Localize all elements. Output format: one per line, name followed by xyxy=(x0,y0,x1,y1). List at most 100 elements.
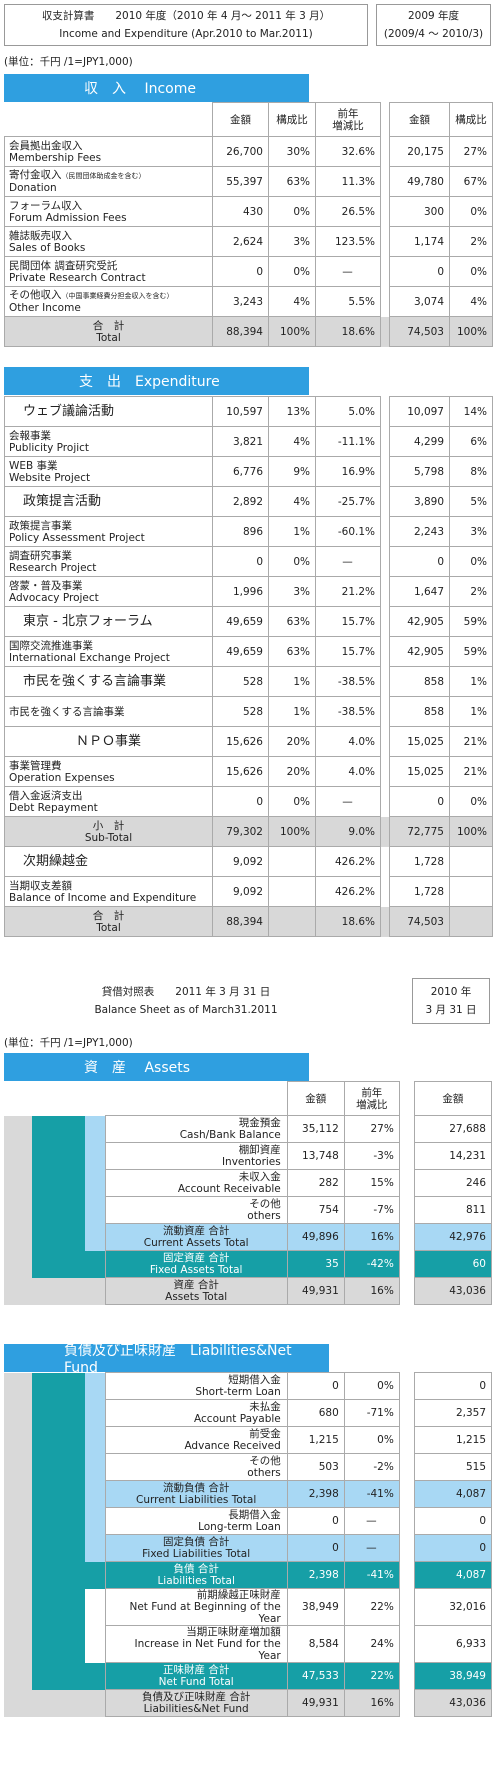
bs-row: 未払金 Account Payable 680 -71% 2,357 xyxy=(4,1399,493,1427)
expenditure-row: 市民を強くする言論事業 528 1% -38.5% 858 1% xyxy=(4,666,493,697)
amount-cell: 2,624 xyxy=(212,226,269,257)
expenditure-row: 事業管理費 Operation Expenses 15,626 20% 4.0% 15,0… xyxy=(4,756,493,787)
prev-ratio-cell: 14% xyxy=(449,396,493,427)
expenditure-total-row: 合 計 Total 88,394 18.6% 74,503 xyxy=(4,906,493,937)
row-label: 調査研究事業 Research Project xyxy=(4,546,213,577)
prev-ratio-cell xyxy=(449,846,493,877)
change-cell: -25.7% xyxy=(315,486,381,517)
bs-row-label-ja: 資産 合計 xyxy=(173,1279,219,1291)
change-cell: 11.3% xyxy=(315,166,381,197)
amount-cell: 55,397 xyxy=(212,166,269,197)
row-label: ウェブ議論活動 xyxy=(4,396,213,427)
bs-amount-cell: 503 xyxy=(286,1453,345,1481)
row-label-en: International Exchange Project xyxy=(9,651,170,664)
col-change-ja: 前年 xyxy=(361,1086,383,1099)
row-label: 市民を強くする言論事業 xyxy=(4,696,213,727)
bs-row: 当期正味財産増加額 Increase in Net Fund for the Ye… xyxy=(4,1625,493,1663)
prev-amount-cell: 10,097 xyxy=(389,396,450,427)
ratio-cell: 4% xyxy=(268,426,316,457)
assets-band: 資 産 Assets xyxy=(4,1053,309,1081)
bs-title-ja: 貸借対照表 2011 年 3 月 31 日 xyxy=(101,986,271,998)
bs-row-label-en: Current Liabilities Total xyxy=(136,1494,257,1506)
prev-amount-cell: 2,243 xyxy=(389,516,450,547)
col-prev-ratio: 構成比 xyxy=(449,102,493,137)
bs-row-label-ja: 長期借入金 xyxy=(228,1509,281,1521)
bs-row-label-en: Account Payable xyxy=(194,1413,281,1425)
change-cell: — xyxy=(315,786,381,817)
bs-amount-cell: 680 xyxy=(286,1399,345,1427)
bs-row-label-en: Short-term Loan xyxy=(195,1386,281,1398)
bs-row-label-ja: 短期借入金 xyxy=(228,1374,281,1386)
bs-prev-cell: 42,976 xyxy=(413,1223,493,1251)
row-label-ja: その他収入 xyxy=(9,289,62,301)
bs-amount-cell: 35 xyxy=(286,1250,345,1278)
prev-ratio-cell: 2% xyxy=(449,576,493,607)
row-label: 東京 - 北京フォーラム xyxy=(4,606,213,637)
bs-row-label-ja: 未収入金 xyxy=(238,1171,281,1183)
bs-change-cell: — xyxy=(343,1534,400,1562)
bs-row: 短期借入金 Short-term Loan 0 0% 0 xyxy=(4,1372,493,1400)
balance-sheet-title: 貸借対照表 2011 年 3 月 31 日 Balance Sheet as o… xyxy=(4,980,368,1022)
prev-amount-cell: 72,775 xyxy=(389,816,450,847)
bs-row: 現金預金 Cash/Bank Balance 35,112 27% 27,688 xyxy=(4,1115,493,1143)
row-label-note: （中国事業経費分担金収入を含む） xyxy=(61,292,174,300)
bs-change-cell: 24% xyxy=(343,1625,400,1663)
row-label-en: Private Research Contract xyxy=(9,271,146,284)
amount-cell: 9,092 xyxy=(212,876,269,907)
bs-prev-cell: 0 xyxy=(413,1372,493,1400)
row-label-en: Policy Assessment Project xyxy=(9,531,145,544)
amount-cell: 9,092 xyxy=(212,846,269,877)
ratio-cell: 1% xyxy=(268,516,316,547)
change-cell: 4.0% xyxy=(315,726,381,757)
prev-amount-cell: 15,025 xyxy=(389,756,450,787)
bs-row: 負債及び正味財産 合計 Liabilities&Net Fund 49,931 16%… xyxy=(4,1689,493,1717)
row-label: その他収入（中国事業経費分担金収入を含む） Other Income xyxy=(4,286,213,317)
bs-row-label-en: Fixed Liabilities Total xyxy=(142,1548,251,1560)
change-cell: -38.5% xyxy=(315,696,381,727)
expenditure-row: 東京 - 北京フォーラム 49,659 63% 15.7% 42,905 59% xyxy=(4,606,493,637)
bs-change-cell: -3% xyxy=(343,1142,400,1170)
row-label: 寄付金収入（民間団体助成金を含む） Donation xyxy=(4,166,213,197)
row-label-en: Website Project xyxy=(9,471,91,484)
bs-prev-cell: 32,016 xyxy=(413,1588,493,1626)
income-row: フォーラム収入 Forum Admission Fees 430 0% 26.5% 300… xyxy=(4,196,493,227)
bs-row-label: 流動資産 合計 Current Assets Total xyxy=(104,1223,288,1251)
prev-ratio-cell: 3% xyxy=(449,516,493,547)
ratio-cell: 4% xyxy=(268,486,316,517)
row-label-ja: 会報事業 xyxy=(9,429,51,442)
bs-row-label: その他 others xyxy=(104,1196,288,1224)
prev-amount-cell: 0 xyxy=(389,256,450,287)
row-label-en: Total xyxy=(96,921,121,934)
bs-amount-cell: 0 xyxy=(286,1507,345,1535)
income-band: 収 入 Income xyxy=(4,74,309,102)
change-cell: 426.2% xyxy=(315,876,381,907)
row-label-ja: 東京 - 北京フォーラム xyxy=(23,613,153,629)
bs-row-label-ja: 未払金 xyxy=(249,1401,281,1413)
row-label-en: Forum Admission Fees xyxy=(9,211,127,224)
expenditure-row: 借入金返済支出 Debt Repayment 0 0% —0 0% xyxy=(4,786,493,817)
prev-amount-cell: 0 xyxy=(389,786,450,817)
bs-amount-cell: 2,398 xyxy=(286,1561,345,1589)
prev-ratio-cell: 100% xyxy=(449,816,493,847)
prev-amount-cell: 74,503 xyxy=(389,316,450,347)
bs-prev-cell: 811 xyxy=(413,1196,493,1224)
amount-cell: 3,243 xyxy=(212,286,269,317)
bs-change-cell: — xyxy=(343,1507,400,1535)
bs-amount-cell: 35,112 xyxy=(286,1115,345,1143)
ratio-cell: 1% xyxy=(268,696,316,727)
expenditure-row: 会報事業 Publicity Projict 3,821 4% -11.1% 4,299 6… xyxy=(4,426,493,457)
ratio-cell: 63% xyxy=(268,166,316,197)
bs-row: その他 others 503 -2% 515 xyxy=(4,1453,493,1481)
bs-row-label-ja: 固定負債 合計 xyxy=(162,1536,230,1548)
income-row: その他収入（中国事業経費分担金収入を含む） Other Income 3,243 4%… xyxy=(4,286,493,317)
bs-row-label: 未払金 Account Payable xyxy=(104,1399,288,1427)
assets-table: 金額 前年 増減比 金額 現金預金 Cash/Bank Balance 35,112 27% 2… xyxy=(4,1081,493,1305)
liabilities-table: 短期借入金 Short-term Loan 0 0% 0 未払金 Account Payab… xyxy=(4,1372,493,1717)
prev-ratio-cell: 67% xyxy=(449,166,493,197)
prev-ratio-cell: 100% xyxy=(449,316,493,347)
bs-row: 固定資産 合計 Fixed Assets Total 35 -42% 60 xyxy=(4,1250,493,1278)
bs-row-label: 負債及び正味財産 合計 Liabilities&Net Fund xyxy=(104,1689,288,1717)
prev-ratio-cell: 8% xyxy=(449,456,493,487)
expenditure-row: 政策提言事業 Policy Assessment Project 896 1% -60.… xyxy=(4,516,493,547)
amount-cell: 79,302 xyxy=(212,816,269,847)
